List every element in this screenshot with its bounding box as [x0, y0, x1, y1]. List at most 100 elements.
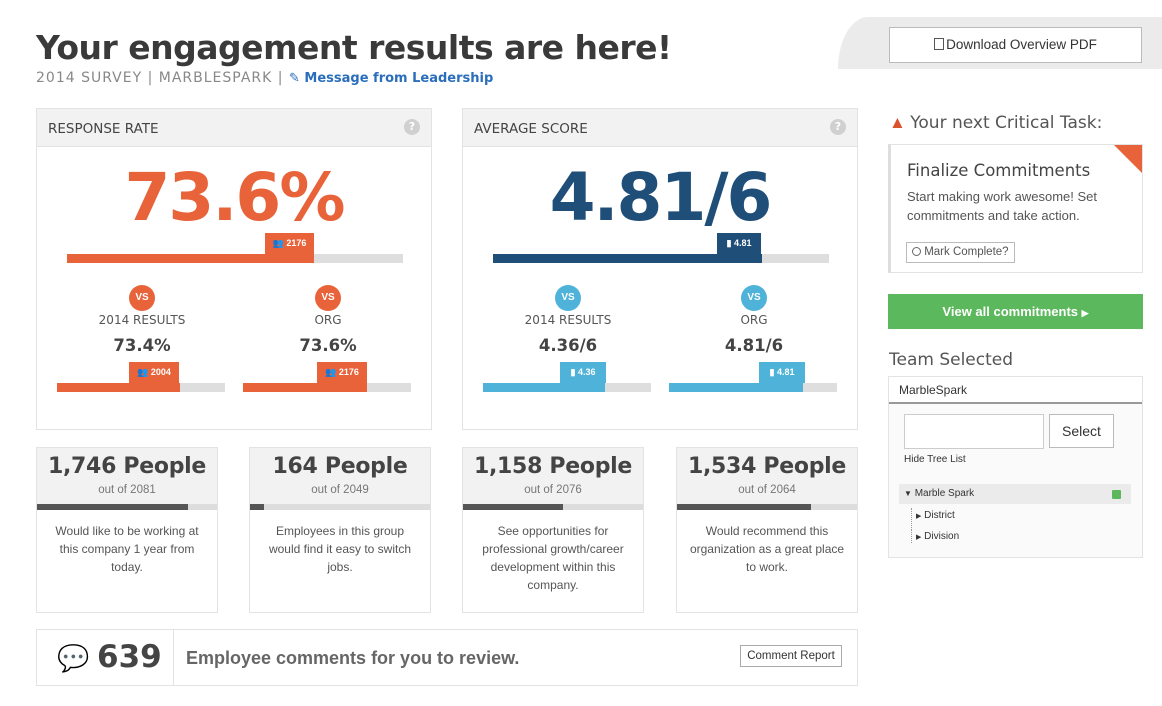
stat-description: Would like to be working at this company… — [55, 524, 199, 574]
compare-count: 2004 — [150, 367, 171, 377]
stat-people: 164 People — [272, 454, 408, 479]
stat-card: 1,534 People out of 2064 Would recommend… — [676, 447, 858, 613]
leadership-link[interactable]: ✎ Message from Leadership — [289, 71, 493, 86]
stat-card: 164 People out of 2049 Employees in this… — [249, 447, 431, 613]
task-description: Start making work awesome! Set commitmen… — [907, 189, 1098, 223]
tree-child-label: Division — [924, 531, 960, 542]
survey-label: 2014 SURVEY | MARBLESPARK | — [36, 70, 284, 86]
average-score-value: 4.81/6 — [549, 159, 773, 236]
stat-bar-fill — [677, 504, 811, 510]
average-score-title: AVERAGE SCORE — [474, 121, 588, 137]
response-rate-value: 73.6% — [124, 159, 346, 236]
tree-root-row[interactable]: ▼ Marble Spark — [899, 484, 1131, 504]
people-icon: 👥 — [325, 367, 337, 377]
stat-header: 1,534 People out of 2064 — [677, 448, 857, 504]
checkbox-checked-icon[interactable] — [1112, 490, 1121, 499]
comments-icon: 💬 — [57, 643, 90, 673]
compare-bar-fill — [669, 383, 804, 392]
pdf-icon — [934, 38, 945, 50]
stat-bar — [677, 504, 857, 510]
compare-value: 4.81/6 — [724, 336, 784, 355]
team-search-input[interactable] — [904, 414, 1044, 449]
hide-tree-link[interactable]: Hide Tree List — [904, 454, 966, 465]
comments-count: 639 — [97, 639, 162, 675]
survey-subtitle: 2014 SURVEY | MARBLESPARK | ✎ Message fr… — [36, 70, 493, 86]
tree-root-label: Marble Spark — [914, 488, 975, 499]
help-icon[interactable]: ? — [830, 119, 846, 135]
stat-out-of: out of 2049 — [311, 484, 369, 496]
stat-card: 1,158 People out of 2076 See opportuniti… — [462, 447, 644, 613]
average-score-count-flag: ▮ 4.81 — [717, 233, 761, 254]
compare-count-flag: 👥 2004 — [129, 362, 179, 383]
signal-icon: ▮ — [769, 367, 775, 377]
stat-people: 1,746 People — [47, 454, 207, 479]
response-rate-count: 2176 — [286, 238, 307, 248]
comment-report-button[interactable]: Comment Report — [740, 645, 842, 667]
average-score-count: 4.81 — [733, 238, 752, 248]
stat-header: 1,746 People out of 2081 — [37, 448, 217, 504]
critical-task-heading: ▲ Your next Critical Task: — [889, 113, 1102, 133]
mark-complete-button[interactable]: Mark Complete? — [906, 242, 1015, 263]
leadership-link-label: Message from Leadership — [304, 71, 494, 86]
compare-bar-fill — [243, 383, 367, 392]
response-rate-heading: RESPONSE RATE ? — [37, 109, 431, 147]
caret-right-icon: ▶ — [916, 534, 922, 541]
task-corner-flag — [1114, 145, 1142, 173]
stat-out-of: out of 2064 — [738, 484, 796, 496]
average-score-bar — [493, 254, 829, 263]
average-score-bar-fill — [493, 254, 762, 263]
stat-out-of: out of 2076 — [524, 484, 582, 496]
task-title: Finalize Commitments — [907, 161, 1091, 180]
stat-description: See opportunities for professional growt… — [482, 524, 624, 592]
page-title: Your engagement results are here! — [36, 28, 672, 67]
stat-bar — [463, 504, 643, 510]
compare-count: 4.36 — [577, 367, 596, 377]
tree-child-row[interactable]: ▶ Division — [911, 529, 959, 543]
average-score-panel: AVERAGE SCORE ? 4.81/6 ▮ 4.81 VS 2014 RE… — [462, 108, 858, 430]
help-icon[interactable]: ? — [404, 119, 420, 135]
radio-icon — [912, 247, 921, 256]
compare-count: 4.81 — [776, 367, 795, 377]
compare-count-flag: ▮ 4.81 — [759, 362, 805, 383]
response-rate-panel: RESPONSE RATE ? 73.6% 👥 2176 VS 2014 RES… — [36, 108, 432, 430]
response-rate-bar — [67, 254, 403, 263]
compare-value: 73.4% — [113, 336, 171, 355]
vs-badge: VS — [555, 285, 581, 311]
stat-out-of: out of 2081 — [98, 484, 156, 496]
download-pdf-button[interactable]: Download Overview PDF — [889, 27, 1142, 63]
task-card: Finalize Commitments Start making work a… — [888, 144, 1143, 273]
comments-bar: 💬 639 Employee comments for you to revie… — [36, 629, 858, 686]
stat-description: Employees in this group would find it ea… — [268, 524, 412, 574]
compare-bar — [243, 383, 411, 392]
critical-task-label: Your next Critical Task: — [910, 113, 1103, 133]
compare-bar — [483, 383, 651, 392]
vs-badge: VS — [315, 285, 341, 311]
compare-bar-fill — [483, 383, 606, 392]
compare-bar — [57, 383, 225, 392]
compare-value: 73.6% — [299, 336, 357, 355]
team-select-button[interactable]: Select — [1049, 414, 1114, 448]
vs-badge: VS — [129, 285, 155, 311]
compare-bar-fill — [57, 383, 181, 392]
compare-label: ORG — [740, 313, 768, 327]
response-rate-count-flag: 👥 2176 — [265, 233, 314, 254]
stat-header: 164 People out of 2049 — [250, 448, 430, 504]
compare-count-flag: 👥 2176 — [317, 362, 367, 383]
stat-bar — [37, 504, 217, 510]
compare-bar — [669, 383, 837, 392]
people-icon: 👥 — [272, 238, 284, 248]
comments-text: Employee comments for you to review. — [186, 648, 520, 668]
view-commitments-button[interactable]: View all commitments ▶ — [888, 294, 1143, 329]
stat-people: 1,158 People — [473, 454, 633, 479]
mark-complete-label: Mark Complete? — [924, 246, 1009, 258]
compare-value: 4.36/6 — [538, 336, 598, 355]
team-panel: MarbleSpark Select Hide Tree List ▼ Marb… — [888, 376, 1143, 558]
tree-child-row[interactable]: ▶ District — [911, 508, 955, 528]
response-rate-title: RESPONSE RATE — [48, 121, 159, 137]
stat-bar-fill — [37, 504, 189, 510]
paperclip-icon: ✎ — [288, 71, 300, 86]
caret-right-icon: ▶ — [1081, 308, 1089, 318]
caret-right-icon: ▶ — [916, 513, 922, 520]
signal-icon: ▮ — [570, 367, 576, 377]
vs-badge: VS — [741, 285, 767, 311]
